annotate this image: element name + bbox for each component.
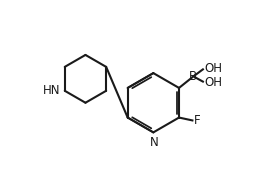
Text: HN: HN <box>43 84 60 97</box>
Text: OH: OH <box>204 62 222 75</box>
Text: OH: OH <box>204 76 222 89</box>
Text: F: F <box>194 114 201 127</box>
Text: N: N <box>150 136 159 149</box>
Text: B: B <box>189 70 197 83</box>
